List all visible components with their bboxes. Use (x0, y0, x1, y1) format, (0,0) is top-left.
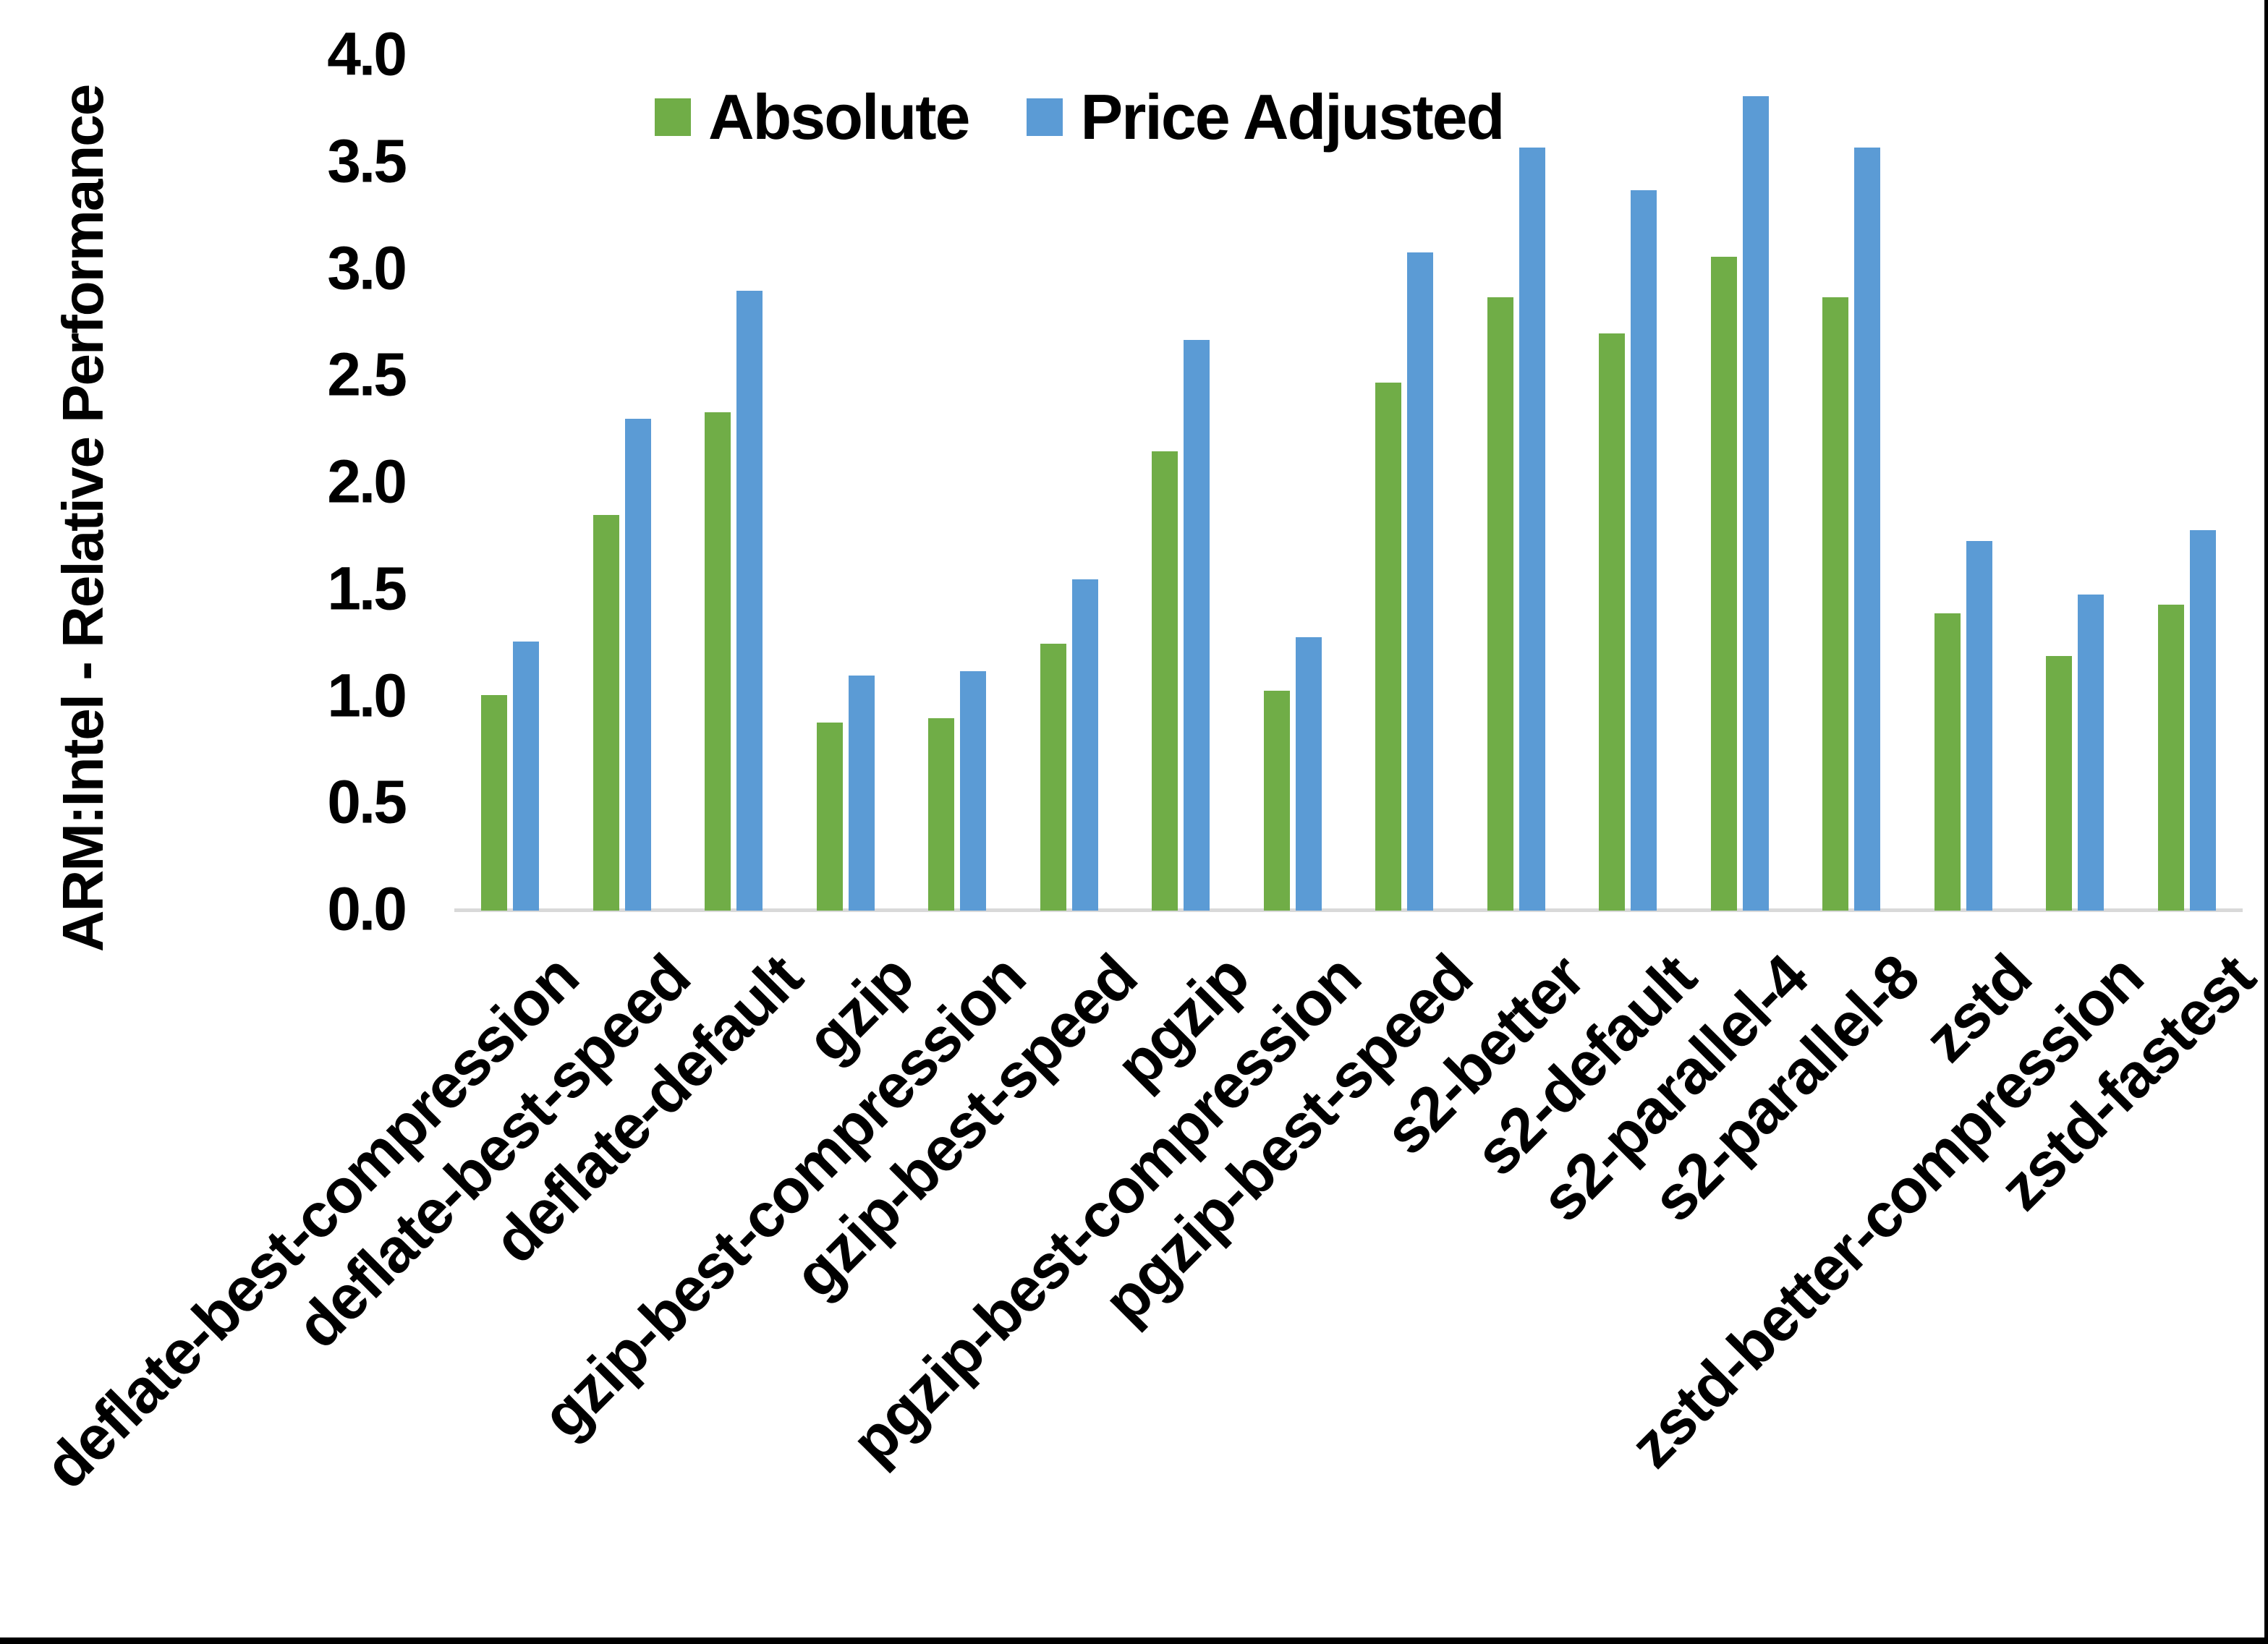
bar-absolute-zstd-better-compression (2046, 656, 2073, 911)
legend-label-price-adjusted: Price Adjusted (1080, 81, 1505, 153)
bar-price-adjusted-gzip (848, 675, 875, 911)
y-tick-label-3.5: 3.5 (327, 127, 407, 195)
bar-absolute-pgzip-best-compression (1263, 690, 1290, 911)
legend-item-price-adjusted: Price Adjusted (1027, 81, 1505, 153)
y-tick-label-0.5: 0.5 (327, 767, 407, 836)
y-tick-label-3.0: 3.0 (327, 234, 407, 302)
bar-price-adjusted-deflate-best-speed (624, 419, 651, 911)
legend: Absolute Price Adjusted (655, 81, 1505, 153)
bar-absolute-gzip (816, 722, 843, 911)
bar-price-adjusted-gzip-best-compression (960, 671, 987, 911)
y-tick-label-1.0: 1.0 (327, 661, 407, 730)
bar-absolute-s2-parallel-8 (1822, 297, 1849, 911)
bar-price-adjusted-pgzip-best-speed (1407, 252, 1434, 911)
bar-price-adjusted-gzip-best-speed (1071, 579, 1098, 911)
y-axis-title: ARM:Intel - Relative Performance (51, 85, 115, 953)
bar-absolute-zstd (1934, 613, 1961, 911)
bar-absolute-zstd-fastest (2157, 605, 2184, 911)
x-axis-line (454, 908, 2243, 912)
y-tick-label-0.0: 0.0 (327, 874, 407, 943)
bar-absolute-pgzip (1152, 451, 1178, 911)
bar-absolute-s2-parallel-4 (1710, 256, 1737, 911)
bar-price-adjusted-deflate-default (736, 291, 763, 911)
bar-absolute-s2-default (1599, 333, 1626, 911)
bar-price-adjusted-s2-default (1631, 190, 1657, 911)
bar-absolute-deflate-best-compression (481, 694, 508, 911)
bar-price-adjusted-zstd (1966, 540, 1992, 911)
bar-price-adjusted-zstd-better-compression (2078, 594, 2105, 911)
legend-item-absolute: Absolute (655, 81, 970, 153)
bar-absolute-pgzip-best-speed (1375, 383, 1402, 911)
y-tick-label-1.5: 1.5 (327, 554, 407, 623)
y-tick-label-2.0: 2.0 (327, 447, 407, 516)
bar-price-adjusted-s2-parallel-8 (1854, 148, 1881, 911)
bar-price-adjusted-zstd-fastest (2189, 530, 2216, 911)
legend-swatch-absolute (655, 98, 691, 136)
y-tick-label-4.0: 4.0 (327, 20, 407, 88)
bar-price-adjusted-pgzip (1184, 340, 1210, 911)
legend-label-absolute: Absolute (708, 81, 970, 153)
bar-absolute-deflate-best-speed (593, 515, 619, 911)
bar-price-adjusted-deflate-best-compression (513, 641, 540, 911)
bar-price-adjusted-pgzip-best-compression (1295, 636, 1322, 911)
legend-swatch-price-adjusted (1027, 98, 1063, 136)
bar-absolute-gzip-best-compression (928, 718, 955, 911)
bar-price-adjusted-s2-better (1519, 148, 1545, 911)
bar-price-adjusted-s2-parallel-4 (1742, 96, 1769, 911)
bar-absolute-s2-better (1487, 297, 1513, 911)
bar-absolute-gzip-best-speed (1040, 643, 1066, 911)
y-tick-label-2.5: 2.5 (327, 340, 407, 409)
bar-absolute-deflate-default (705, 412, 731, 911)
